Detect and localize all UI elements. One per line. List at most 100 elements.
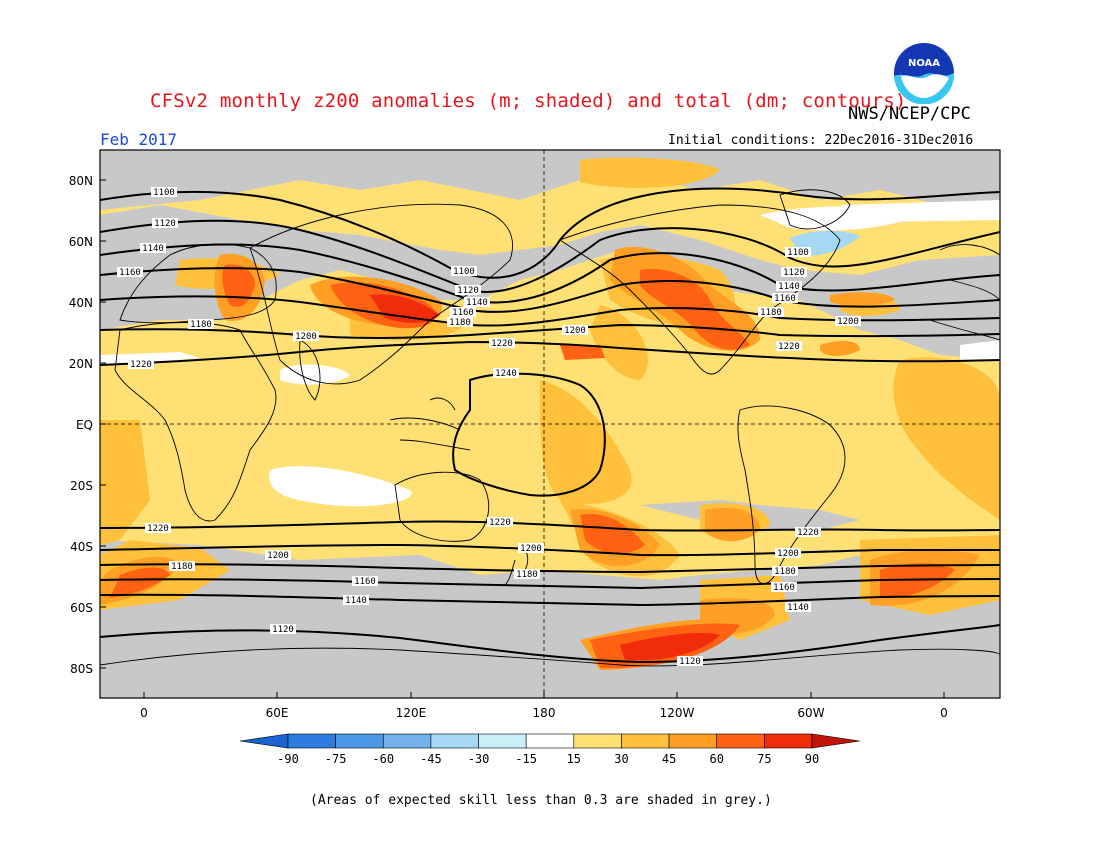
colorbar-label: -60	[372, 752, 394, 766]
label-1220-c: 1220	[778, 342, 800, 352]
lat-labels: 80N 60N 40N 20N EQ 20S 40S 60S 80S	[69, 174, 93, 676]
colorbar-swatch	[668, 733, 718, 749]
skill-note: (Areas of expected skill less than 0.3 a…	[310, 793, 772, 808]
lat-label: EQ	[76, 418, 93, 432]
colorbar-swatch	[478, 733, 527, 749]
contour-1160	[100, 267, 1000, 313]
colorbar-label: -15	[515, 752, 537, 766]
contour-1220-south	[100, 520, 1000, 532]
lat-label: 40N	[69, 296, 93, 310]
colorbar-label: -75	[325, 752, 347, 766]
contour-1200-south	[100, 543, 1000, 557]
label-1120-s-a: 1120	[272, 625, 294, 635]
label-1160-s-b: 1160	[773, 583, 795, 593]
label-1140-c: 1140	[778, 282, 800, 292]
label-1240: 1240	[495, 369, 517, 379]
label-1140-s-a: 1140	[345, 596, 367, 606]
colorbar-label: -45	[420, 752, 442, 766]
label-1100-c: 1100	[787, 248, 809, 258]
lon-label: 0	[940, 706, 948, 720]
colorbar-label: -30	[468, 752, 490, 766]
label-1140-s-b: 1140	[787, 603, 809, 613]
label-1200-s-b: 1200	[520, 544, 542, 554]
label-1220-a: 1220	[130, 360, 152, 370]
colorbar-swatch	[573, 733, 622, 749]
label-1200-s-c: 1200	[777, 549, 799, 559]
colorbar-label: 75	[757, 752, 771, 766]
noaa-logo: NOAA	[894, 43, 955, 104]
lat-label: 20N	[69, 357, 93, 371]
label-1220-s-a: 1220	[147, 524, 169, 534]
contour-1140	[100, 243, 1000, 304]
contour-1160-south	[100, 578, 1000, 590]
label-1160-s-a: 1160	[354, 577, 376, 587]
label-1220-s-b: 1220	[489, 518, 511, 528]
label-1120-a: 1120	[154, 219, 176, 229]
lat-label: 40S	[70, 540, 93, 554]
label-1200-a: 1200	[295, 332, 317, 342]
contour-labels: 1100 1100 1100 1120 1120 1120 1140 1140 …	[117, 187, 861, 667]
noaa-logo-text: NOAA	[908, 58, 940, 69]
label-1160-c: 1160	[774, 294, 796, 304]
label-1200-b: 1200	[564, 326, 586, 336]
contour-1180	[100, 295, 1000, 327]
colorbar-label: 15	[567, 752, 581, 766]
contour-1120	[100, 219, 1000, 293]
colorbar: -90 -75 -60 -45 -30 -15 15 30 45 60 75 90	[239, 733, 861, 766]
lon-label: 180	[533, 706, 556, 720]
label-1180-s-b: 1180	[516, 570, 538, 580]
tick-marks	[100, 179, 945, 698]
label-1140-b: 1140	[466, 298, 488, 308]
label-1120-c: 1120	[783, 268, 805, 278]
lon-label: 120W	[660, 706, 695, 720]
label-1180-a: 1180	[190, 320, 212, 330]
colorbar-arrow-high	[811, 733, 861, 749]
lon-label: 60E	[266, 706, 289, 720]
initial-conditions: Initial conditions: 22Dec2016-31Dec2016	[668, 133, 974, 148]
figure-title: CFSv2 monthly z200 anomalies (m; shaded)…	[150, 90, 907, 112]
lat-label: 80S	[70, 662, 93, 676]
forecast-month: Feb 2017	[100, 130, 178, 149]
label-1200-c: 1200	[837, 317, 859, 327]
colorbar-swatch	[525, 733, 575, 749]
label-1180-s-c: 1180	[774, 567, 796, 577]
anomaly-75-90	[370, 294, 720, 661]
colorbar-swatch	[335, 733, 384, 749]
contour-1200	[100, 323, 1000, 340]
lon-label: 60W	[797, 706, 824, 720]
label-1160-b: 1160	[452, 308, 474, 318]
agency-label: NWS/NCEP/CPC	[848, 104, 971, 124]
lat-label: 60S	[70, 601, 93, 615]
colorbar-swatch	[621, 733, 670, 749]
colorbar-label: 90	[805, 752, 819, 766]
label-1160-a: 1160	[119, 268, 141, 278]
label-1180-b: 1180	[449, 318, 471, 328]
label-1140-a: 1140	[142, 244, 164, 254]
contour-1140-south	[100, 593, 1000, 607]
colorbar-swatch	[287, 733, 336, 749]
label-1120-b: 1120	[457, 286, 479, 296]
colorbar-swatch	[382, 733, 432, 749]
label-1180-c: 1180	[760, 308, 782, 318]
colorbar-swatch	[764, 733, 813, 749]
label-1220-b: 1220	[491, 339, 513, 349]
colorbar-label: 45	[662, 752, 676, 766]
label-1100-b: 1100	[453, 267, 475, 277]
contour-1100	[100, 187, 1000, 279]
colorbar-label: -90	[277, 752, 299, 766]
near-zero-white	[100, 200, 1000, 507]
lon-labels: 0 60E 120E 180 120W 60W 0	[140, 706, 948, 720]
lon-label: 120E	[396, 706, 427, 720]
colorbar-swatch	[430, 733, 479, 749]
colorbar-label: 30	[614, 752, 628, 766]
lon-label: 0	[140, 706, 148, 720]
lat-label: 80N	[69, 174, 93, 188]
colorbar-swatch	[716, 733, 765, 749]
label-1200-s-a: 1200	[267, 551, 289, 561]
label-1180-s-a: 1180	[171, 562, 193, 572]
label-1120-s-b: 1120	[679, 657, 701, 667]
contour-1180-south	[100, 563, 1000, 574]
map-panel: 1100 1100 1100 1120 1120 1120 1140 1140 …	[100, 150, 1000, 698]
contour-1240	[452, 372, 606, 497]
